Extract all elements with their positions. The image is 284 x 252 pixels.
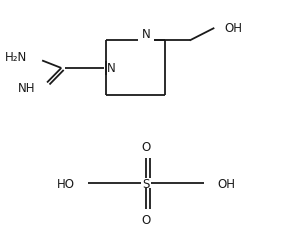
- Text: OH: OH: [217, 177, 235, 190]
- Text: NH: NH: [18, 82, 36, 95]
- Text: N: N: [142, 27, 150, 41]
- Text: O: O: [141, 140, 151, 153]
- Text: N: N: [107, 61, 116, 74]
- Text: S: S: [142, 177, 150, 190]
- Text: O: O: [141, 213, 151, 226]
- Text: HO: HO: [57, 177, 75, 190]
- Text: H₂N: H₂N: [5, 51, 27, 64]
- Text: OH: OH: [224, 22, 243, 35]
